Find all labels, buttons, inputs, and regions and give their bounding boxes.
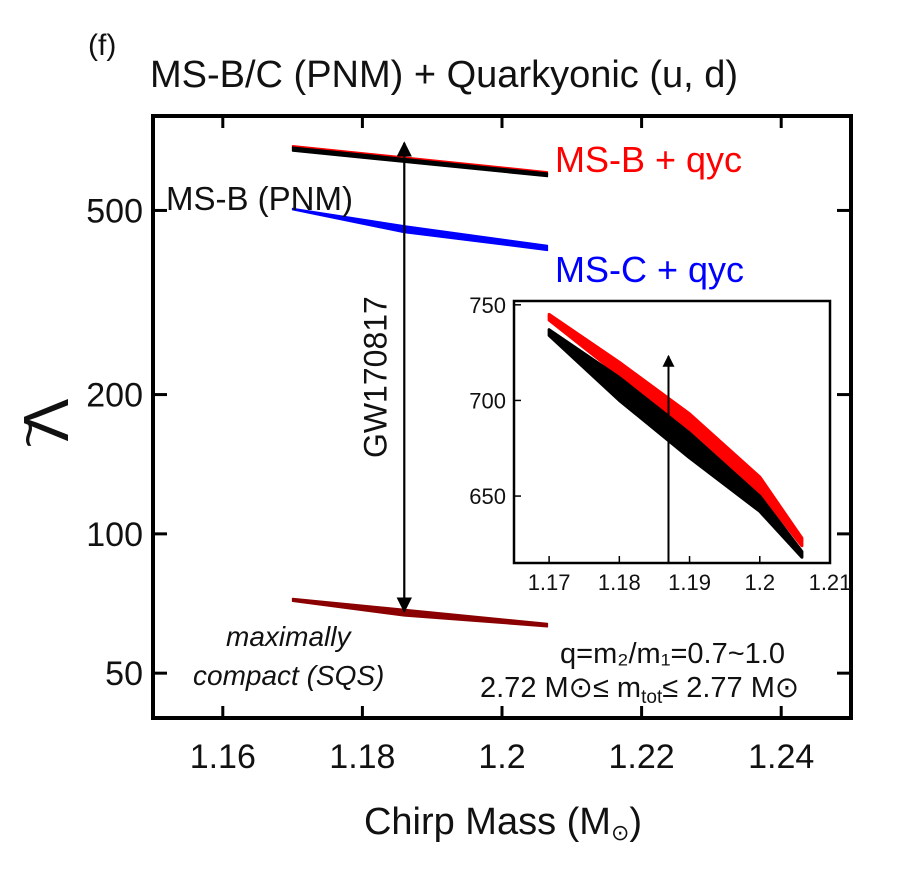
x-axis-label: Chirp Mass (M⊙) — [364, 801, 642, 845]
chart-title: MS-B/C (PNM) + Quarkyonic (u, d) — [150, 54, 738, 96]
sqs-label-line2: compact (SQS) — [193, 660, 384, 691]
x-tick-label: 1.22 — [609, 738, 675, 776]
inset-x-tick-label: 1.2 — [744, 570, 775, 595]
x-axis-label-text: Chirp Mass (M — [364, 801, 611, 843]
main-axis-ticks: 1.16 1.18 1.2 1.22 1.24 50 100 200 500 — [86, 116, 851, 776]
ms-b-qyc-label: MS-B + qyc — [555, 139, 742, 180]
y-tick-label: 200 — [86, 377, 143, 415]
x-tick-label: 1.16 — [190, 738, 256, 776]
y-axis-label-accent: ~ — [3, 420, 56, 448]
sqs-label-line1: maximally — [226, 621, 352, 652]
mtot-range-start: 2.72 M⊙≤ m — [480, 672, 641, 704]
y-tick-label: 500 — [86, 192, 143, 230]
x-tick-label: 1.2 — [478, 738, 525, 776]
mtot-range-label: 2.72 M⊙≤ mtot≤ 2.77 M⊙ — [480, 672, 799, 708]
x-axis-label-close: ) — [629, 801, 642, 843]
gw170817-label: GW170817 — [357, 296, 393, 458]
inset-y-tick-label: 700 — [469, 388, 506, 413]
mtot-range-end: ≤ 2.77 M⊙ — [662, 672, 799, 704]
inset-x-tick-label: 1.17 — [528, 570, 571, 595]
inset-frame — [512, 299, 832, 565]
x-tick-label: 1.18 — [329, 738, 395, 776]
series-band-ms-b-pnm — [291, 146, 549, 178]
inset-x-tick-label: 1.18 — [598, 570, 641, 595]
y-tick-label: 50 — [105, 655, 143, 693]
y-axis-label: Λ — [10, 398, 82, 441]
y-tick-label: 100 — [86, 516, 143, 554]
main-series-group — [291, 144, 549, 628]
inset-series-band-ms-b-qyc — [547, 312, 804, 548]
inset-series-group — [547, 312, 804, 559]
series-band-maximally-compact-sqs — [291, 597, 549, 628]
ms-b-pnm-label: MS-B (PNM) — [166, 180, 353, 217]
inset-y-tick-label: 750 — [469, 293, 506, 318]
ms-c-qyc-label: MS-C + qyc — [555, 249, 744, 290]
inset-series-band-ms-b-pnm — [547, 328, 804, 559]
inset-x-tick-label: 1.21 — [809, 570, 852, 595]
q-range-label: q=m₂/m₁=0.7~1.0 — [560, 638, 785, 670]
inset-axis-ticks: 1.17 1.18 1.19 1.2 1.21 650 700 750 — [469, 293, 851, 595]
mtot-range-sub: tot — [641, 687, 663, 708]
inset-y-tick-label: 650 — [469, 484, 506, 509]
x-tick-label: 1.24 — [748, 738, 814, 776]
panel-label: (f) — [88, 29, 116, 62]
x-axis-unit-symbol: ⊙ — [611, 820, 629, 845]
inset-x-tick-label: 1.19 — [668, 570, 711, 595]
